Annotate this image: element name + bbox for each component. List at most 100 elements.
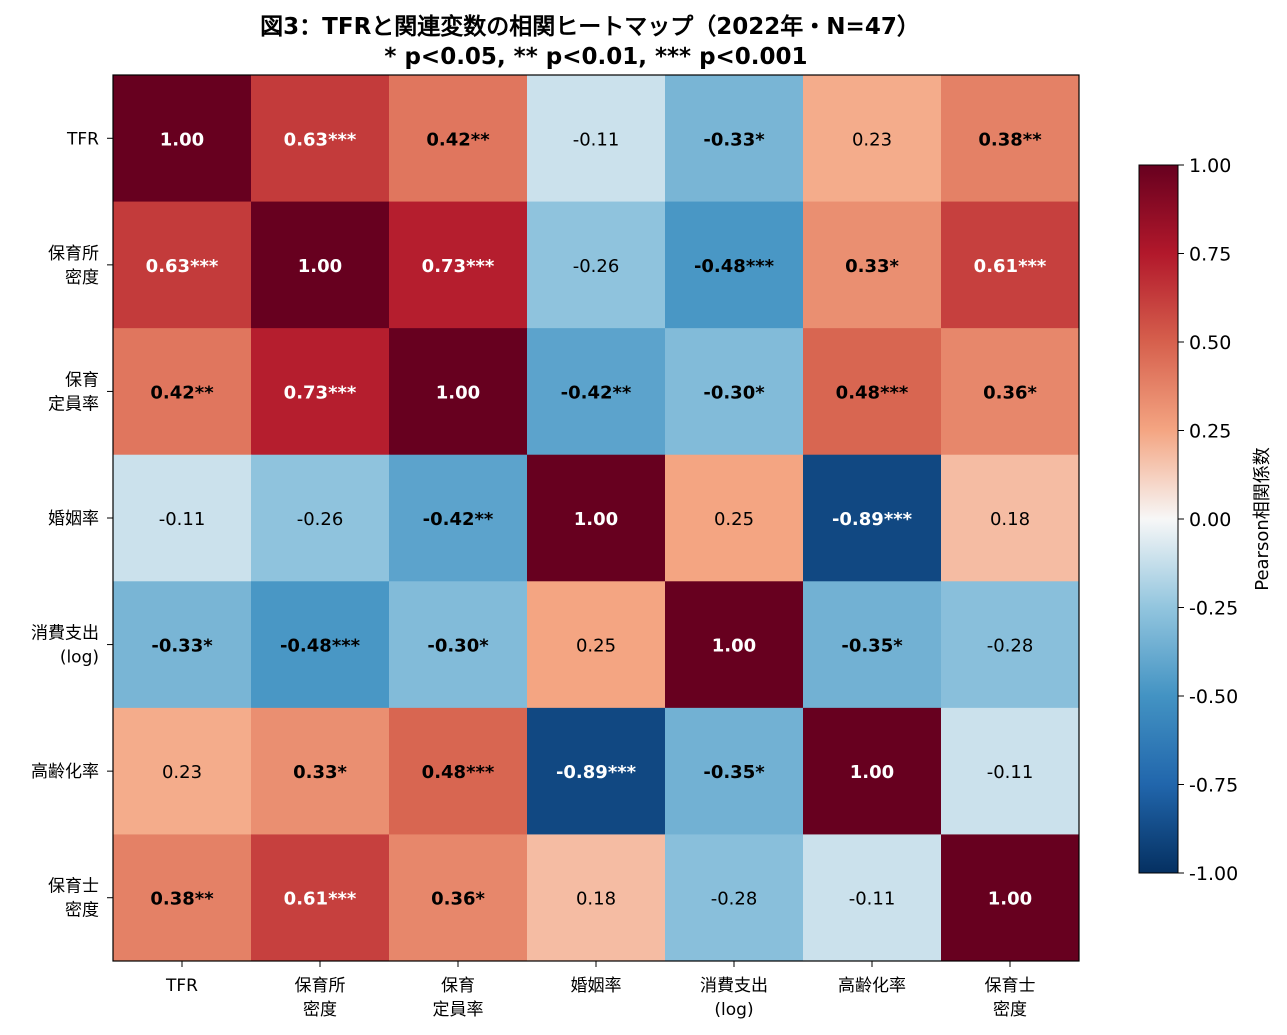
cell-annotation: -0.11 <box>987 762 1034 783</box>
heatmap-cell <box>527 201 666 329</box>
y-tick-label: 高齢化率 <box>31 762 99 782</box>
cell-annotation: 0.36* <box>431 889 485 910</box>
cell-annotation: 0.42** <box>426 129 490 150</box>
cell-annotation: -0.30* <box>703 382 765 403</box>
heatmap-cell <box>803 454 942 582</box>
heatmap-cell <box>251 454 390 582</box>
heatmap-cell <box>803 328 942 456</box>
cell-annotation: -0.42** <box>423 509 494 530</box>
x-tick-label: 高齢化率 <box>838 976 906 996</box>
heatmap-cell <box>665 201 804 329</box>
cell-annotation: 1.00 <box>160 129 204 150</box>
heatmap-cell <box>251 834 390 962</box>
heatmap-cell <box>941 328 1080 456</box>
heatmap-cell <box>113 201 252 329</box>
heatmap-cell <box>527 707 666 835</box>
x-tick-label: 保育定員率 <box>433 976 484 1020</box>
y-tick-label: 婚姻率 <box>48 509 99 529</box>
heatmap-cell <box>389 328 528 456</box>
heatmap-cell <box>251 201 390 329</box>
cell-annotation: -0.33* <box>703 129 765 150</box>
cell-annotation: -0.28 <box>711 889 758 910</box>
x-tick-label: 保育士密度 <box>985 976 1036 1020</box>
cell-annotation: 0.61*** <box>284 889 357 910</box>
cell-annotation: 1.00 <box>574 509 618 530</box>
heatmap-cell <box>665 454 804 582</box>
heatmap-cell <box>113 581 252 709</box>
cell-annotation: -0.35* <box>703 762 765 783</box>
x-axis-ticks: TFR 保育所密度 保育定員率 婚姻率 消費支出(log) 高齢化率 保育士密度 <box>165 961 1036 1020</box>
colorbar-ticks: 1.00 0.75 0.50 0.25 0.00 -0.25 -0.50 -0.75 -1.00 <box>1178 155 1238 885</box>
colorbar-tick-label: -0.50 <box>1189 686 1238 708</box>
heatmap-cell <box>251 75 390 203</box>
cell-annotation: 0.18 <box>990 509 1030 530</box>
x-tick-label: 婚姻率 <box>571 976 622 996</box>
chart-title: 図3：TFRと関連変数の相関ヒートマップ（2022年・N=47） <box>260 13 920 40</box>
heatmap-cell <box>251 328 390 456</box>
cell-annotation: -0.33* <box>151 636 213 657</box>
heatmap-cell <box>665 707 804 835</box>
cell-annotation: -0.48*** <box>694 256 775 277</box>
y-tick-label: 保育定員率 <box>48 370 99 414</box>
heatmap-cell <box>941 581 1080 709</box>
colorbar-tick-label: 0.75 <box>1189 244 1231 266</box>
colorbar <box>1138 164 1179 874</box>
heatmap-cell <box>251 581 390 709</box>
cell-annotation: 0.38** <box>978 129 1042 150</box>
heatmap-cell <box>389 201 528 329</box>
x-tick-label: TFR <box>165 976 198 996</box>
cell-annotation: -0.26 <box>297 509 344 530</box>
cell-annotation: 0.48*** <box>836 382 909 403</box>
y-tick-label: 保育所密度 <box>48 244 99 288</box>
heatmap-cell <box>803 201 942 329</box>
cell-annotation: -0.89*** <box>556 762 637 783</box>
cell-annotation: 0.33* <box>845 256 899 277</box>
y-tick-label: 保育士密度 <box>48 877 99 921</box>
heatmap-cell <box>803 834 942 962</box>
cell-annotation: 1.00 <box>988 889 1032 910</box>
cell-annotation: 0.73*** <box>422 256 495 277</box>
heatmap-cell <box>389 454 528 582</box>
heatmap-cell <box>941 707 1080 835</box>
heatmap-cell <box>665 75 804 203</box>
heatmap-cell <box>389 581 528 709</box>
colorbar-tick-label: 0.00 <box>1189 509 1231 531</box>
cell-annotation: -0.28 <box>987 636 1034 657</box>
cell-annotation: 0.63*** <box>284 129 357 150</box>
heatmap-cell <box>803 707 942 835</box>
cell-annotation: -0.48*** <box>280 636 361 657</box>
heatmap-cell <box>113 834 252 962</box>
cell-annotation: 1.00 <box>298 256 342 277</box>
heatmap-cell <box>113 707 252 835</box>
cell-annotation: 0.42** <box>150 382 214 403</box>
heatmap-cell <box>803 75 942 203</box>
cell-annotation: 1.00 <box>850 762 894 783</box>
heatmap-cell <box>941 834 1080 962</box>
heatmap-cell <box>527 328 666 456</box>
chart-subtitle: * p<0.05, ** p<0.01, *** p<0.001 <box>384 44 807 70</box>
y-tick-label: TFR <box>66 129 99 149</box>
cell-annotation: 0.23 <box>162 762 202 783</box>
cell-annotation: 0.73*** <box>284 382 357 403</box>
heatmap-cell <box>527 581 666 709</box>
cell-annotation: 0.36* <box>983 382 1037 403</box>
cell-annotation: 1.00 <box>436 382 480 403</box>
cell-annotation: 0.61*** <box>974 256 1047 277</box>
heatmap-cell <box>251 707 390 835</box>
heatmap-cell <box>113 75 252 203</box>
cell-annotation: -0.42** <box>561 382 632 403</box>
heatmap-cell <box>665 328 804 456</box>
heatmap-cell <box>941 454 1080 582</box>
heatmap-cell <box>113 454 252 582</box>
cell-annotation: 0.25 <box>576 636 616 657</box>
heatmap-cell <box>113 328 252 456</box>
colorbar-tick-label: -0.75 <box>1189 775 1238 797</box>
colorbar-tick-label: -1.00 <box>1189 863 1238 885</box>
cell-annotation: 0.18 <box>576 889 616 910</box>
heatmap-cell <box>941 201 1080 329</box>
cell-annotation: 0.33* <box>293 762 347 783</box>
heatmap-cell <box>803 581 942 709</box>
cell-annotation: 1.00 <box>712 636 756 657</box>
